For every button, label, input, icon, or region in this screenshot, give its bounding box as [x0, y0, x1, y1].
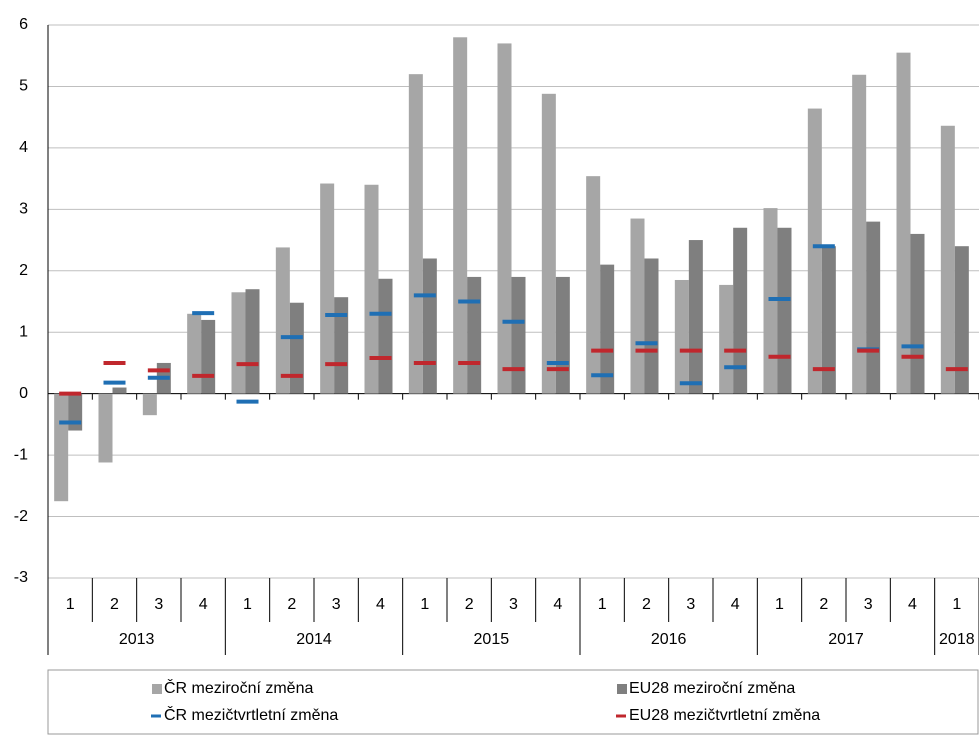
x-tick-label: 2	[819, 596, 828, 613]
legend-swatch	[617, 684, 627, 694]
y-tick-label: 1	[19, 323, 28, 340]
legend-label: ČR mezičtvrtletní změna	[164, 705, 338, 724]
x-tick-label: 1	[952, 596, 961, 613]
x-tick-label: 1	[243, 596, 252, 613]
bar	[453, 37, 468, 394]
legend-label: EU28 mezičtvrtletní změna	[629, 707, 820, 724]
bar	[555, 276, 570, 394]
bar	[201, 319, 216, 394]
x-tick-label: 1	[66, 596, 75, 613]
x-tick-label: 4	[553, 596, 562, 613]
bar	[320, 183, 335, 394]
bar	[674, 279, 689, 394]
y-tick-label: -2	[14, 508, 28, 525]
bar	[807, 108, 822, 394]
x-tick-label: 3	[154, 596, 163, 613]
year-label: 2014	[296, 631, 332, 648]
year-label: 2018	[939, 631, 975, 648]
bar	[497, 43, 512, 394]
y-tick-label: 0	[19, 385, 28, 402]
bar	[422, 258, 437, 394]
y-tick-label: -1	[14, 446, 28, 463]
bar	[586, 176, 601, 394]
x-tick-label: 1	[775, 596, 784, 613]
bar	[364, 184, 379, 394]
y-tick-label: 3	[19, 201, 28, 218]
bar	[511, 276, 526, 394]
bar	[719, 284, 734, 394]
x-tick-label: 3	[509, 596, 518, 613]
bar	[940, 125, 955, 394]
x-tick-label: 1	[420, 596, 429, 613]
bar	[541, 93, 556, 394]
bar	[954, 246, 969, 394]
legend-box	[47, 669, 979, 735]
bar	[245, 289, 260, 394]
bar	[644, 258, 659, 394]
bar	[896, 52, 911, 394]
bar	[600, 264, 615, 394]
x-tick-label: 2	[287, 596, 296, 613]
bar	[112, 387, 127, 394]
bar	[467, 276, 482, 394]
x-tick-label: 3	[864, 596, 873, 613]
x-tick-label: 4	[376, 596, 385, 613]
x-tick-label: 2	[465, 596, 474, 613]
bar	[630, 218, 645, 394]
legend-label: ČR meziroční změna	[164, 678, 313, 697]
x-tick-label: 1	[598, 596, 607, 613]
x-tick-label: 2	[110, 596, 119, 613]
x-tick-label: 3	[332, 596, 341, 613]
bar	[821, 246, 836, 394]
bar	[68, 393, 83, 431]
y-tick-label: 4	[19, 139, 28, 156]
bar	[777, 227, 792, 394]
x-tick-label: 4	[199, 596, 208, 613]
y-tick-label: 2	[19, 262, 28, 279]
bar	[378, 278, 393, 394]
y-tick-label: 5	[19, 78, 28, 95]
legend-label: EU28 meziroční změna	[629, 680, 795, 697]
x-tick-label: 2	[642, 596, 651, 613]
x-tick-label: 3	[686, 596, 695, 613]
y-tick-label: -3	[14, 569, 28, 586]
year-label: 2013	[119, 631, 155, 648]
bar	[866, 221, 881, 394]
bar	[852, 74, 867, 394]
year-label: 2016	[651, 631, 687, 648]
bar	[187, 313, 202, 394]
y-tick-label: 6	[19, 16, 28, 33]
bar	[688, 240, 703, 394]
bar	[98, 393, 113, 463]
bar	[910, 233, 925, 394]
bar	[142, 393, 157, 416]
bar	[54, 393, 69, 502]
bar	[289, 302, 304, 394]
legend-swatch	[152, 684, 162, 694]
bar	[231, 292, 246, 394]
bar	[408, 74, 423, 394]
year-label: 2015	[474, 631, 510, 648]
x-tick-label: 4	[908, 596, 917, 613]
bar	[334, 297, 349, 394]
x-tick-label: 4	[731, 596, 740, 613]
year-label: 2017	[828, 631, 864, 648]
bar	[275, 247, 290, 394]
